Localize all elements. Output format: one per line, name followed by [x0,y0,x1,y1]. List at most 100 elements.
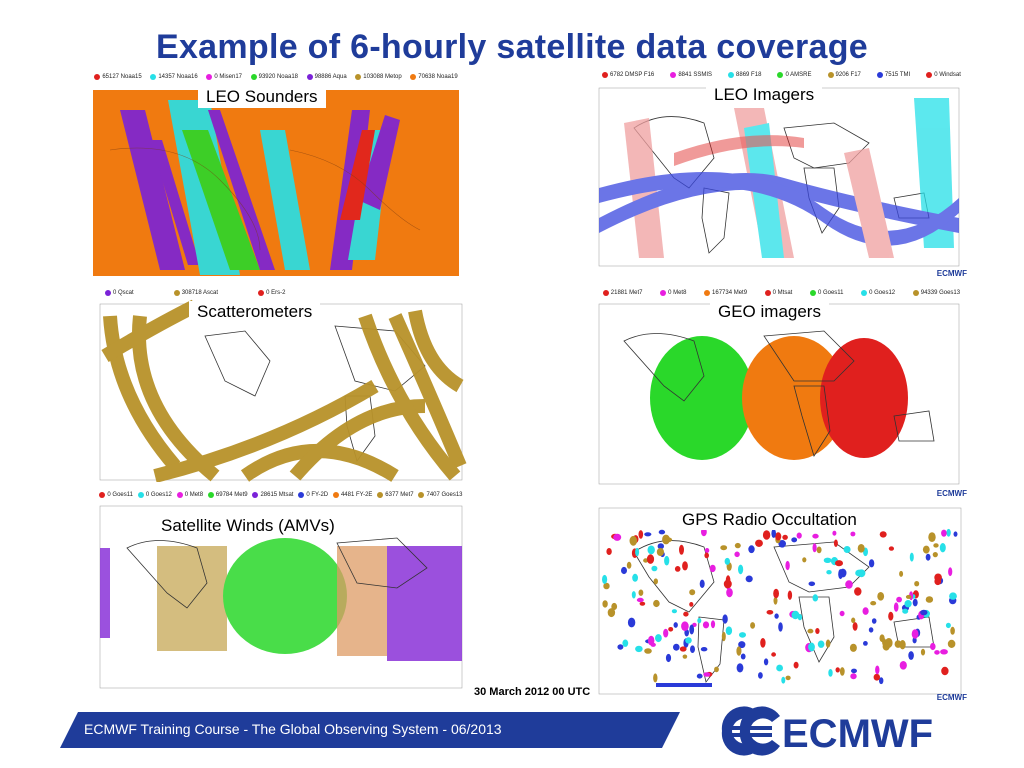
legend-swatch [704,290,711,296]
legend-entry: 7407 Goes13 [418,492,463,498]
occultation-mark [689,602,694,607]
legend-label: 21881 Met7 [610,290,643,296]
occultation-mark [734,551,740,558]
occultation-mark [833,539,838,547]
legend-label: 8869 F18 [736,72,762,78]
occultation-mark [928,532,936,542]
occultation-mark [932,552,938,558]
occultation-mark [721,631,726,642]
occultation-mark [925,553,931,561]
legend-label: 0 FY-2D [306,492,329,498]
legend-label: 0 Windsat [934,72,961,78]
occultation-mark [851,617,856,624]
legend-entry: 98886 Aqua [306,74,347,80]
occultation-mark [817,640,825,648]
legend-entry: 308718 Ascat [173,290,218,296]
occultation-mark [710,620,716,629]
legend-entry: 0 Goes11 [809,290,844,296]
legend-label: 65127 Noaa15 [102,74,142,80]
occultation-mark [665,653,672,663]
legend-entry: 65127 Noaa15 [94,74,142,80]
occultation-mark [613,533,622,541]
occultation-mark [681,621,689,631]
occultation-mark [720,545,728,551]
occultation-mark [854,587,862,596]
occultation-mark [773,596,778,605]
legend-swatch [173,290,180,296]
occultation-mark [843,546,851,553]
panel-label: Satellite Winds (AMVs) [153,515,343,537]
legend-label: 93920 Noaa18 [258,74,298,80]
legend-entry: 6377 Met7 [377,492,414,498]
legend-label: 6377 Met7 [385,492,414,498]
legend-entry: 0 Goes12 [861,290,895,296]
occultation-mark [778,540,786,548]
occultation-mark [940,649,948,655]
occultation-mark [882,638,887,647]
legend-label: 0 Met8 [184,492,204,498]
legend-label: 0 Misen17 [214,74,242,80]
occultation-mark [626,561,632,569]
occultation-mark [946,528,951,537]
occultation-mark [674,566,681,572]
occultation-mark [748,545,755,554]
occultation-mark [828,669,833,677]
occultation-mark [945,622,951,629]
legend-entry: 0 Qscat [105,290,134,296]
occultation-mark [704,552,709,559]
legend-entry: 0 Ers-2 [258,290,285,296]
legend-entry: 0 Windsat [926,72,961,78]
legend-entry: 70638 Noaa19 [410,74,458,80]
legend-entry: 9206 F17 [827,72,861,78]
occultation-mark [909,552,914,562]
occultation-mark [933,543,939,548]
legend-label: 9206 F17 [835,72,861,78]
occultation-mark [914,581,920,587]
legend-entry: 103088 Metop [355,74,402,80]
legend-entry: 0 Met8 [660,290,686,296]
occultation-mark [899,661,907,670]
occultation-mark [738,564,744,575]
legend-entry: 167734 Met9 [704,290,747,296]
occultation-mark [734,542,741,549]
occultation-mark [845,580,853,589]
occultation-mark [948,567,953,577]
map-panel-leo-imagers: 6782 DMSP F16 8841 SSMIS 8869 F18 0 AMSRE 92… [594,68,969,278]
occultation-mark [870,601,877,606]
legend-label: 0 Qscat [113,290,134,296]
occultation-mark [704,548,710,553]
legend-entry: 0 Goes12 [137,492,172,498]
legend-swatch [827,72,834,78]
legend-swatch [137,492,144,498]
occultation-mark [699,579,705,588]
occultation-mark [760,638,766,648]
occultation-mark [855,569,864,577]
occultation-mark [750,622,756,629]
occultation-mark [899,570,904,577]
occultation-mark [656,683,712,687]
occultation-mark [668,627,674,632]
legend-entry: 14357 Noaa16 [150,74,198,80]
occultation-mark [689,589,696,596]
occultation-mark [785,560,790,571]
occultation-mark [796,532,802,539]
occultation-mark [696,673,703,679]
legend-label: 4481 FY-2E [340,492,373,498]
occultation-mark [679,544,684,555]
occultation-mark [656,548,664,556]
occultation-mark [930,642,936,651]
legend-label: 0 Goes12 [145,492,172,498]
legend-swatch [861,290,868,296]
ecmwf-logo: ECMWF [718,704,968,758]
occultation-mark [709,564,716,573]
occultation-mark [868,559,875,568]
occultation-mark [703,672,711,677]
legend-label: 0 Goes12 [869,290,896,296]
occultation-mark [839,667,845,676]
occultation-mark [875,665,880,675]
occultation-mark [689,624,695,635]
occultation-mark [740,653,746,660]
occultation-mark [755,539,763,547]
occultation-mark [602,574,608,584]
occultation-mark [724,557,730,565]
